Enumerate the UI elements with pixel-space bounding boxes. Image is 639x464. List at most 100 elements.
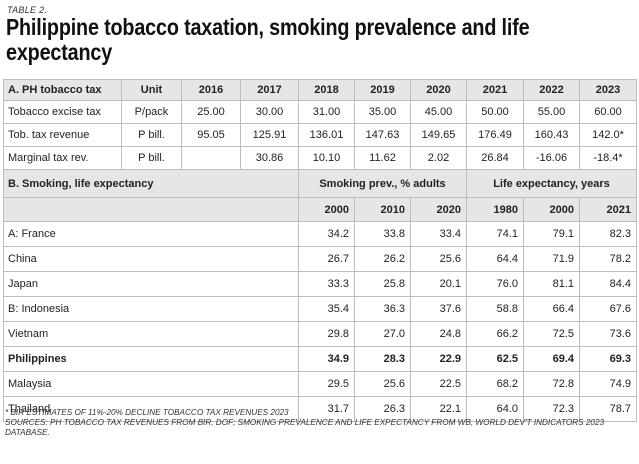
value-cell: 36.3 [354,296,411,322]
value-cell: 60.00 [579,100,637,124]
country-label: Thailand [3,396,299,422]
value-cell: 30.86 [240,146,299,170]
value-cell: 26.84 [466,146,524,170]
value-cell: 29.8 [298,321,355,347]
value-cell: 81.1 [523,271,580,297]
value-cell: -18.4* [579,146,637,170]
value-cell: 27.0 [354,321,411,347]
header-cell: 2016 [181,79,241,101]
header-cell: 2018 [298,79,355,101]
value-cell: 33.3 [298,271,355,297]
section-a-header-row: A. PH tobacco tax Unit 2016 2017 2018 20… [3,79,637,101]
value-cell: 55.00 [523,100,580,124]
table-row-highlight: Philippines 34.9 28.3 22.9 62.5 69.4 69.… [3,346,637,372]
value-cell: 25.6 [410,246,467,272]
unit-cell: P/pack [121,100,182,124]
value-cell: 37.6 [410,296,467,322]
section-b-years-row: 2000 2010 2020 1980 2000 2021 [3,197,637,222]
table-label: TABLE 2. [7,5,48,15]
year-header: 2010 [354,197,411,222]
row-label: Tob. tax revenue [3,123,122,147]
value-cell: 149.65 [410,123,467,147]
value-cell [181,146,241,170]
value-cell: 72.8 [523,371,580,397]
section-b-header-row: B. Smoking, life expectancy Smoking prev… [3,169,637,198]
tobacco-data-table: A. PH tobacco tax Unit 2016 2017 2018 20… [3,79,637,422]
value-cell: 69.3 [579,346,637,372]
value-cell: 11.62 [354,146,411,170]
value-cell: 2.02 [410,146,467,170]
header-cell: 2017 [240,79,299,101]
table-row: Tob. tax revenue P bill. 95.05 125.91 13… [3,123,637,147]
value-cell: 69.4 [523,346,580,372]
value-cell: 45.00 [410,100,467,124]
value-cell: 50.00 [466,100,524,124]
year-header: 1980 [466,197,524,222]
country-label: China [3,246,299,272]
header-cell: A. PH tobacco tax [3,79,122,101]
table-row: B: Indonesia 35.4 36.3 37.6 58.8 66.4 67… [3,296,637,322]
value-cell: 79.1 [523,221,580,247]
value-cell: 74.1 [466,221,524,247]
value-cell: 58.8 [466,296,524,322]
value-cell: 34.2 [298,221,355,247]
country-label: Philippines [3,346,299,372]
value-cell: 25.00 [181,100,241,124]
table-row: Malaysia 29.5 25.6 22.5 68.2 72.8 74.9 [3,371,637,397]
value-cell: 22.1 [410,396,467,422]
header-cell: 2020 [410,79,467,101]
country-label: Malaysia [3,371,299,397]
value-cell: 35.00 [354,100,411,124]
smoking-group-header: Smoking prev., % adults [298,169,467,198]
value-cell: 66.2 [466,321,524,347]
value-cell: 35.4 [298,296,355,322]
country-label: Vietnam [3,321,299,347]
value-cell: 67.6 [579,296,637,322]
header-cell: 2019 [354,79,411,101]
footnotes: * BIR ESTIMATES OF 11%-20% DECLINE TOBAC… [5,408,635,438]
year-header: 2000 [298,197,355,222]
value-cell: 24.8 [410,321,467,347]
value-cell: 33.8 [354,221,411,247]
value-cell: 95.05 [181,123,241,147]
header-cell: 2023 [579,79,637,101]
value-cell: 84.4 [579,271,637,297]
table-row: Tobacco excise tax P/pack 25.00 30.00 31… [3,100,637,124]
empty-header-cell [3,197,299,222]
value-cell: 26.7 [298,246,355,272]
value-cell: 66.4 [523,296,580,322]
value-cell: 33.4 [410,221,467,247]
value-cell: 147.63 [354,123,411,147]
value-cell: 136.01 [298,123,355,147]
page-title: Philippine tobacco taxation, smoking pre… [6,14,530,65]
value-cell: 10.10 [298,146,355,170]
header-cell: 2021 [466,79,524,101]
table-row: Japan 33.3 25.8 20.1 76.0 81.1 84.4 [3,271,637,297]
country-label: B: Indonesia [3,296,299,322]
section-b-title: B. Smoking, life expectancy [3,169,299,198]
life-group-header: Life expectancy, years [466,169,637,198]
table-row: Vietnam 29.8 27.0 24.8 66.2 72.5 73.6 [3,321,637,347]
table-row: A: France 34.2 33.8 33.4 74.1 79.1 82.3 [3,221,637,247]
value-cell: 25.8 [354,271,411,297]
country-label: Japan [3,271,299,297]
value-cell: 68.2 [466,371,524,397]
value-cell: 78.7 [579,396,637,422]
value-cell: 62.5 [466,346,524,372]
value-cell: -16.06 [523,146,580,170]
value-cell: 72.5 [523,321,580,347]
row-label: Marginal tax rev. [3,146,122,170]
value-cell: 71.9 [523,246,580,272]
value-cell: 26.2 [354,246,411,272]
value-cell: 20.1 [410,271,467,297]
header-cell: 2022 [523,79,580,101]
value-cell: 22.5 [410,371,467,397]
country-label: A: France [3,221,299,247]
value-cell: 26.3 [354,396,411,422]
value-cell: 31.7 [298,396,355,422]
value-cell: 76.0 [466,271,524,297]
unit-cell: P bill. [121,123,182,147]
value-cell: 73.6 [579,321,637,347]
value-cell: 82.3 [579,221,637,247]
value-cell: 31.00 [298,100,355,124]
